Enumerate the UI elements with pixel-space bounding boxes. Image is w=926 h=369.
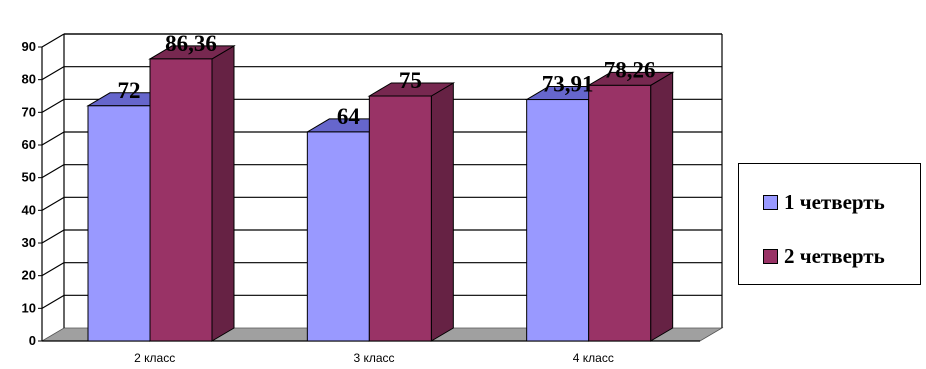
y-tick-label: 10 [22, 300, 36, 315]
y-tick-label: 0 [29, 333, 36, 348]
legend-swatch-series-2 [763, 249, 778, 264]
data-label: 72 [118, 78, 141, 103]
y-tick-label: 80 [22, 72, 36, 87]
y-tick-label: 40 [22, 202, 36, 217]
y-tick-label: 20 [22, 268, 36, 283]
data-label: 73,91 [542, 72, 594, 97]
data-label: 86,36 [165, 31, 217, 56]
gridline-side [41, 294, 65, 309]
data-label: 78,26 [604, 57, 656, 82]
gridline-side [41, 164, 65, 179]
bar-side [211, 45, 235, 342]
legend-label-series-1: 1 четверть [784, 190, 885, 214]
legend-item-series-1: 1 четверть [763, 190, 885, 215]
bar [149, 58, 213, 342]
bar-side [650, 71, 674, 342]
gridline-side [41, 98, 65, 113]
legend: 1 четверть 2 четверть [738, 163, 921, 285]
y-tick-label: 60 [22, 137, 36, 152]
gridline-side [41, 66, 65, 81]
bar [87, 105, 151, 342]
bar [306, 131, 370, 342]
bar [526, 99, 590, 342]
gridline-side [41, 229, 65, 244]
y-tick-label: 50 [22, 170, 36, 185]
data-label: 64 [337, 104, 361, 129]
legend-label-series-2: 2 четверть [784, 244, 885, 268]
x-tick-label: 2 класс [134, 351, 175, 365]
y-tick-label: 70 [22, 104, 36, 119]
gridline-side [41, 33, 65, 48]
x-tick-label: 4 класс [573, 351, 614, 365]
y-tick-label: 30 [22, 235, 36, 250]
gridline-side [41, 131, 65, 146]
bar-side [430, 82, 454, 342]
bar [368, 95, 432, 342]
bar [588, 84, 652, 342]
data-label: 75 [399, 68, 422, 93]
gridline-side [41, 196, 65, 211]
y-tick-label: 90 [22, 39, 36, 54]
legend-item-series-2: 2 четверть [763, 244, 885, 269]
x-tick-label: 3 класс [353, 351, 394, 365]
gridline-side [41, 262, 65, 277]
legend-swatch-series-1 [763, 195, 778, 210]
